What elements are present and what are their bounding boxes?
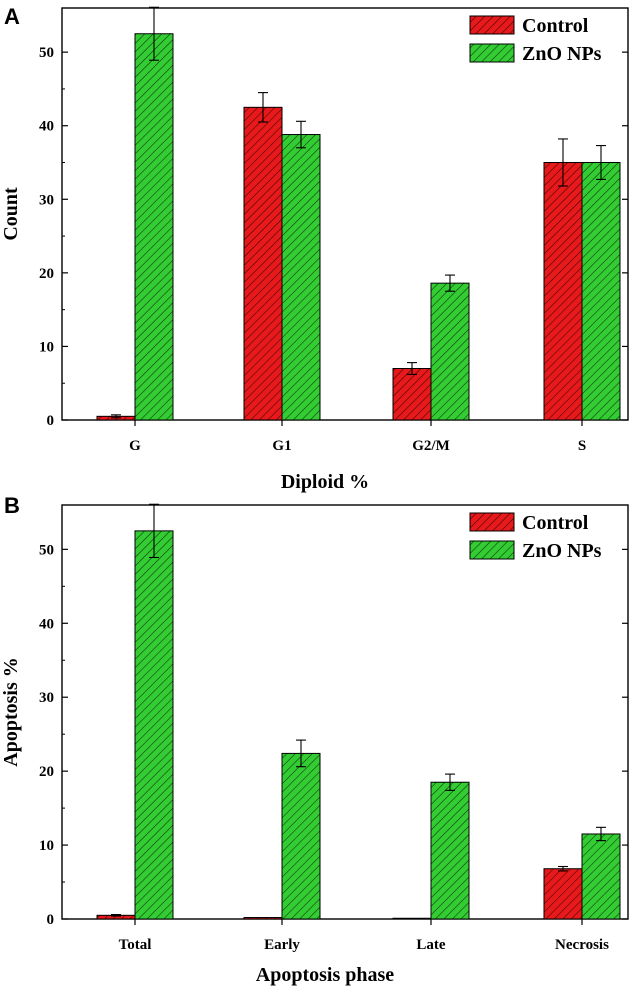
chart-panel-a: A 0 10 20 30 40 50 G G1 G2/M S Control ZnO NPs Diploi… (0, 4, 629, 493)
diploid-chart: A 0 10 20 30 40 50 G G1 G2/M S Control ZnO NPs Diploi… (0, 4, 629, 493)
y-tick-label: 30 (39, 192, 54, 208)
y-tick-label: 30 (39, 690, 54, 706)
x-tick-label-necrosis: Necrosis (555, 937, 609, 953)
y-tick-label: 40 (39, 119, 54, 135)
legend-label-control: Control (522, 15, 589, 37)
legend-swatch-zno-nps (469, 540, 515, 560)
panel-letter: A (4, 4, 20, 29)
panel-letter: B (4, 497, 20, 518)
x-tick-label-total: Total (119, 937, 152, 953)
y-tick-label: 50 (39, 45, 54, 61)
bar-control-g1 (243, 106, 283, 421)
legend-label-zno-nps: ZnO NPs (522, 43, 602, 65)
y-tick-label: 0 (47, 912, 55, 928)
bar-zno-nps-g (134, 33, 174, 421)
x-tick-label-g2-m: G2/M (412, 438, 450, 454)
y-axis-title: Count (0, 187, 22, 241)
y-tick-label: 50 (39, 542, 54, 558)
plot-frame (61, 7, 629, 421)
y-tick-label: 10 (39, 838, 54, 854)
bar-zno-nps-s (581, 162, 621, 421)
y-tick-label: 20 (39, 764, 54, 780)
bar-zno-nps-total (134, 530, 174, 920)
x-tick-label-early: Early (264, 937, 300, 953)
x-axis-title: Diploid % (281, 471, 369, 493)
legend-swatch-control (469, 15, 515, 35)
plot-frame (61, 504, 629, 920)
bar-zno-nps-g2-m (430, 282, 470, 421)
x-tick-label-g1: G1 (272, 438, 291, 454)
bar-zno-nps-necrosis (581, 833, 621, 920)
bar-zno-nps-late (430, 781, 470, 920)
bar-control-g2-m (392, 368, 432, 421)
bar-zno-nps-early (281, 752, 321, 920)
x-tick-label-late: Late (416, 937, 446, 953)
y-tick-label: 0 (47, 413, 55, 429)
x-tick-label-s: S (578, 438, 586, 454)
y-axis-title: Apoptosis % (0, 657, 22, 766)
x-axis-title: Apoptosis phase (256, 964, 395, 986)
legend-swatch-zno-nps (469, 43, 515, 63)
bar-control-early (243, 917, 283, 920)
y-tick-label: 40 (39, 616, 54, 632)
legend-label-zno-nps: ZnO NPs (522, 540, 602, 562)
apoptosis-chart: B 0 10 20 30 40 50 Total Early Late Necrosis Contro… (0, 497, 629, 986)
y-tick-label: 20 (39, 266, 54, 282)
chart-panel-b: B 0 10 20 30 40 50 Total Early Late Necrosis Contro… (0, 497, 634, 994)
y-tick-label: 10 (39, 339, 54, 355)
legend-label-control: Control (522, 512, 589, 534)
bar-zno-nps-g1 (281, 134, 321, 421)
legend-swatch-control (469, 512, 515, 532)
bar-control-late (392, 917, 432, 920)
bar-control-necrosis (543, 868, 583, 920)
x-tick-label-g: G (129, 438, 141, 454)
bar-control-s (543, 162, 583, 421)
